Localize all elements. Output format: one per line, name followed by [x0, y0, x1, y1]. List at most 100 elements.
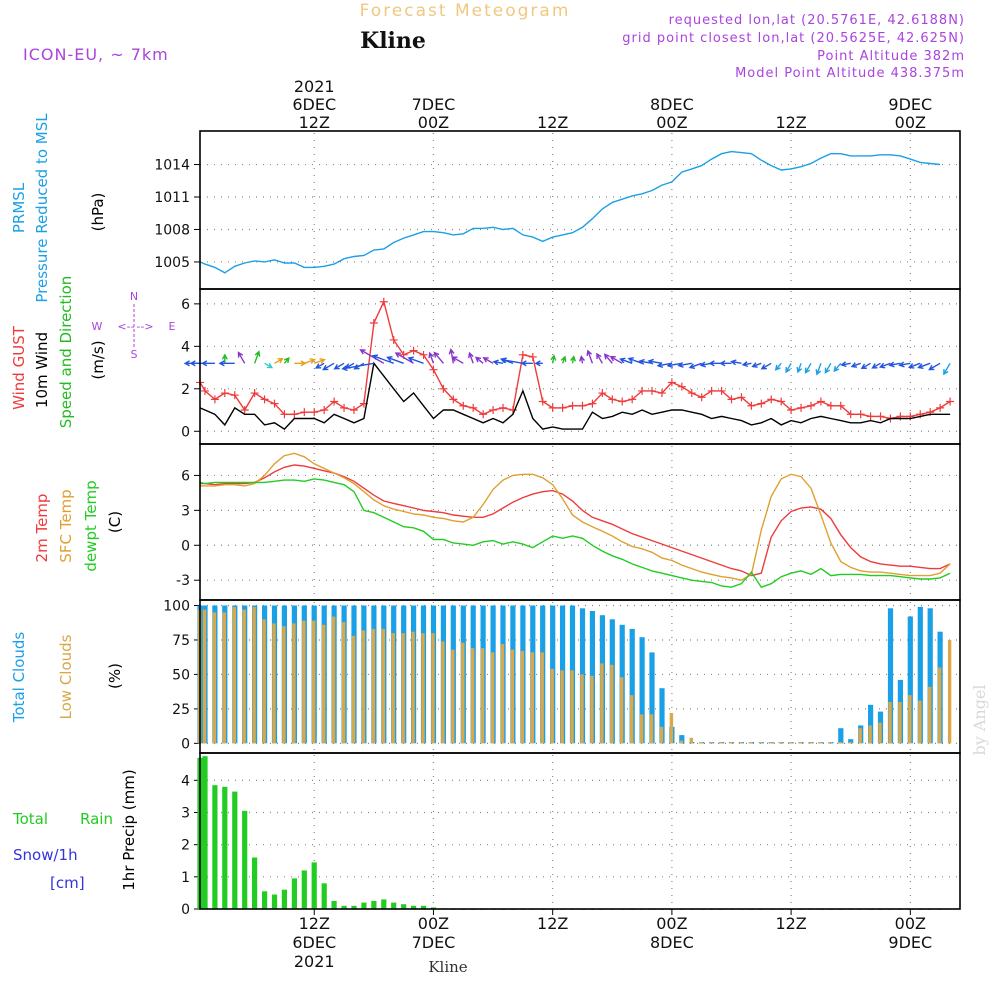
bar-low-clouds — [570, 670, 574, 744]
bar-low-clouds — [908, 695, 912, 744]
wind-arrow — [751, 362, 762, 368]
wind-arrow — [815, 363, 822, 376]
time-label-top: 12Z — [299, 113, 330, 132]
bar-low-clouds — [610, 664, 614, 744]
bar-total-rain — [391, 902, 397, 909]
time-label-top: 12Z — [775, 113, 806, 132]
gust-marker — [409, 346, 418, 355]
y-tick-label: 4 — [181, 773, 190, 789]
bar-low-clouds — [639, 714, 644, 744]
bar-low-clouds — [709, 742, 713, 744]
time-label-top: 00Z — [418, 113, 449, 132]
y-tick-label: 3 — [181, 806, 190, 822]
wind-arrow — [619, 357, 633, 364]
time-label-top: 2021 — [294, 77, 335, 96]
bar-total-rain — [212, 785, 218, 909]
gust-marker — [946, 397, 955, 406]
compass-w: W — [92, 320, 103, 333]
gust-marker — [767, 395, 776, 404]
bar-low-clouds — [838, 742, 842, 744]
time-label-bottom: 9DEC — [888, 933, 932, 952]
bar-total-rain — [202, 756, 208, 909]
wind-arrow — [878, 362, 891, 369]
wind-arrow — [314, 358, 326, 364]
gust-marker — [727, 395, 736, 404]
bar-low-clouds — [431, 633, 435, 744]
wind-arrow — [520, 360, 533, 367]
bar-low-clouds — [729, 742, 733, 744]
super-title: Forecast Meteogram — [360, 1, 571, 21]
panel-pressure: 1005 1008 1011 1014 — [154, 130, 961, 290]
bar-low-clouds — [421, 633, 425, 744]
bar-low-clouds — [888, 702, 892, 744]
gust-marker — [290, 410, 299, 419]
series-line-sfc-temp — [200, 452, 951, 581]
bar-low-clouds — [649, 714, 654, 744]
bar-total-rain — [371, 901, 377, 909]
wind-arrow — [386, 355, 404, 364]
wind-arrow — [719, 360, 732, 367]
series-line-10m-wind — [199, 361, 951, 431]
bar-low-clouds — [351, 635, 356, 744]
wind-arrow — [394, 352, 414, 364]
bar-low-clouds — [699, 742, 703, 744]
y-tick-label: 2 — [181, 838, 190, 854]
bar-low-clouds — [798, 742, 803, 744]
y-tick-label: 25 — [172, 702, 190, 718]
label-rain: Rain — [80, 810, 113, 828]
wind-arrow — [824, 362, 832, 374]
y-tick-label: 1014 — [154, 158, 190, 174]
bar-low-clouds — [689, 737, 693, 744]
bar-low-clouds — [560, 670, 564, 744]
bar-low-clouds — [550, 668, 554, 744]
compass-right-arrow: --> — [136, 320, 153, 333]
wind-arrow — [560, 355, 567, 364]
y-label-direction: Speed and Direction — [57, 276, 75, 429]
gust-marker — [419, 350, 428, 359]
bar-low-clouds — [530, 652, 534, 744]
gust-marker — [687, 389, 696, 398]
wind-arrow — [840, 361, 851, 368]
y-tick-label: 0 — [181, 538, 190, 554]
page-title: Kline — [360, 28, 426, 54]
wind-arrow — [570, 355, 576, 364]
gust-marker — [528, 352, 537, 361]
gust-marker — [856, 410, 865, 419]
label-total: Total — [12, 810, 48, 828]
gust-marker — [449, 395, 458, 404]
bar-low-clouds — [540, 652, 544, 744]
wind-arrow — [534, 360, 543, 367]
wind-arrow — [283, 356, 290, 364]
bar-total-rain — [321, 883, 327, 909]
bar-low-clouds — [739, 742, 743, 744]
bar-low-clouds — [242, 609, 246, 744]
time-label-bottom: 00Z — [895, 914, 926, 933]
gust-marker — [707, 386, 716, 395]
gust-marker — [270, 399, 279, 408]
model-altitude: Model Point Altitude 438.375m — [735, 66, 965, 81]
series-line-2m-temp — [200, 464, 951, 577]
gust-marker — [389, 335, 398, 344]
bar-low-clouds — [848, 742, 852, 744]
time-label-bottom: 12Z — [299, 914, 330, 933]
wind-arrow — [433, 351, 444, 364]
wind-arrow — [237, 351, 246, 364]
y-label-pressure: Pressure Reduced to MSL — [33, 113, 51, 303]
wind-arrow — [741, 361, 752, 368]
requested-coords: requested lon,lat (20.5761E, 42.6188N) — [669, 13, 965, 28]
y-label-hpa: (hPa) — [89, 193, 107, 232]
bar-low-clouds — [202, 609, 207, 744]
gust-marker — [876, 412, 885, 421]
wind-arrow — [760, 362, 772, 370]
bar-total-rain — [232, 791, 238, 909]
wind-arrow — [596, 352, 603, 364]
wind-arrow — [500, 357, 523, 365]
wind-arrow — [860, 362, 871, 370]
gust-marker — [866, 412, 875, 421]
gust-marker — [797, 403, 806, 412]
gust-marker — [499, 403, 508, 412]
y-tick-label: 1011 — [154, 190, 190, 206]
panel-temperature: -3 0 3 6 — [176, 443, 961, 601]
gust-marker — [936, 403, 945, 412]
